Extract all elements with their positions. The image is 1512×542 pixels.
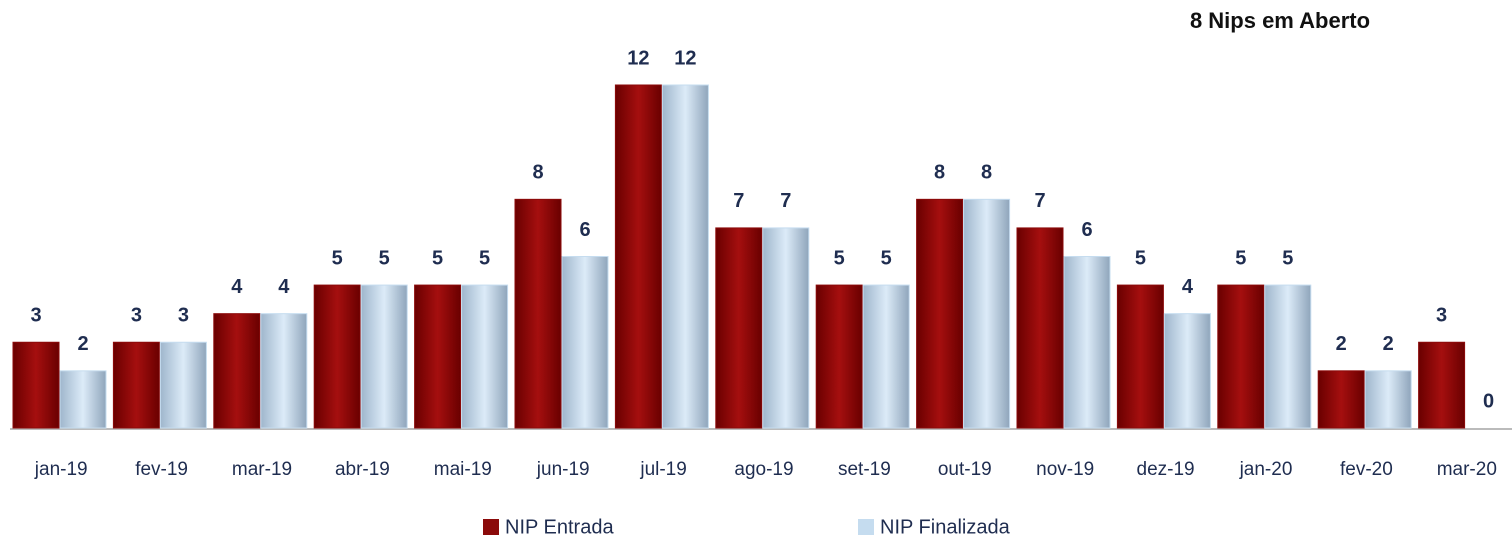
bar xyxy=(59,370,107,429)
x-tick-label: nov-19 xyxy=(1036,459,1094,480)
bar xyxy=(963,198,1011,429)
bar xyxy=(12,341,60,429)
x-tick-label: jul-19 xyxy=(639,459,686,480)
bar xyxy=(1217,284,1265,429)
x-tick-label: dez-19 xyxy=(1137,459,1195,480)
bar xyxy=(461,284,509,429)
data-label: 0 xyxy=(1483,390,1494,412)
chart-title: 8 Nips em Aberto xyxy=(1190,8,1370,33)
bar xyxy=(1264,284,1312,429)
legend-label: NIP Entrada xyxy=(505,516,614,538)
x-tick-label: abr-19 xyxy=(335,459,390,480)
data-label: 3 xyxy=(30,305,41,327)
data-label: 4 xyxy=(278,276,290,298)
bar xyxy=(862,284,910,429)
bar xyxy=(715,227,763,429)
bar xyxy=(112,341,160,429)
x-tick-label: jun-19 xyxy=(536,459,590,480)
data-label: 2 xyxy=(77,333,88,355)
bar xyxy=(1418,341,1466,429)
data-label: 7 xyxy=(733,190,744,212)
data-label: 5 xyxy=(332,247,343,269)
bar xyxy=(762,227,810,429)
data-label: 2 xyxy=(1336,333,1347,355)
bar xyxy=(1063,256,1111,429)
bar xyxy=(514,198,562,429)
data-label: 4 xyxy=(1182,276,1194,298)
bar xyxy=(1163,313,1211,429)
data-label: 2 xyxy=(1383,333,1394,355)
data-label: 3 xyxy=(1436,305,1447,327)
data-label: 3 xyxy=(131,305,142,327)
x-tick-label: fev-20 xyxy=(1340,459,1393,480)
data-label: 8 xyxy=(934,162,945,184)
x-tick-label: mar-20 xyxy=(1437,459,1497,480)
x-tick-label: mar-19 xyxy=(232,459,292,480)
bar xyxy=(1016,227,1064,429)
bar xyxy=(159,341,207,429)
bar xyxy=(1116,284,1164,429)
bar xyxy=(414,284,462,429)
data-label: 5 xyxy=(379,247,390,269)
x-tick-label: set-19 xyxy=(838,459,891,480)
bar xyxy=(213,313,261,429)
data-label: 4 xyxy=(231,276,243,298)
data-label: 5 xyxy=(432,247,443,269)
x-tick-label: jan-20 xyxy=(1239,459,1293,480)
data-label: 5 xyxy=(881,247,892,269)
data-label: 8 xyxy=(532,162,543,184)
x-tick-label: fev-19 xyxy=(135,459,188,480)
data-label: 5 xyxy=(1282,247,1293,269)
bar xyxy=(313,284,361,429)
data-label: 6 xyxy=(579,219,590,241)
legend-swatch xyxy=(858,519,874,535)
bar xyxy=(561,256,609,429)
data-label: 7 xyxy=(780,190,791,212)
legend-swatch xyxy=(483,519,499,535)
data-label: 12 xyxy=(627,47,649,69)
data-label: 12 xyxy=(674,47,696,69)
data-label: 6 xyxy=(1081,219,1092,241)
data-label: 5 xyxy=(479,247,490,269)
data-label: 5 xyxy=(1235,247,1246,269)
data-label: 7 xyxy=(1034,190,1045,212)
data-label: 5 xyxy=(1135,247,1146,269)
bar xyxy=(815,284,863,429)
x-tick-label: ago-19 xyxy=(734,459,793,480)
bar xyxy=(1364,370,1412,429)
bar xyxy=(1317,370,1365,429)
data-label: 8 xyxy=(981,162,992,184)
x-tick-label: jan-19 xyxy=(34,459,88,480)
bar xyxy=(916,198,964,429)
data-label: 3 xyxy=(178,305,189,327)
data-label: 5 xyxy=(834,247,845,269)
bar xyxy=(661,84,709,429)
bar xyxy=(360,284,408,429)
x-tick-label: out-19 xyxy=(938,459,992,480)
bar xyxy=(614,84,662,429)
bar xyxy=(260,313,308,429)
x-tick-label: mai-19 xyxy=(434,459,492,480)
legend-label: NIP Finalizada xyxy=(880,516,1011,538)
